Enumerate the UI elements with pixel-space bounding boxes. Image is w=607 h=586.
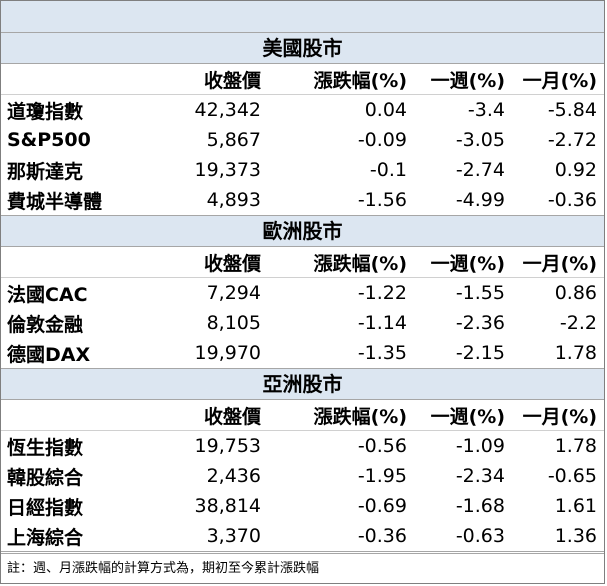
- month-value: -0.36: [547, 189, 597, 211]
- month-value: -2.72: [547, 129, 597, 151]
- month-value: 1.61: [554, 495, 597, 517]
- close-value: 3,370: [206, 525, 261, 547]
- change-value: -0.09: [357, 129, 407, 151]
- index-name: 恆生指數: [7, 436, 84, 459]
- month-value: -5.84: [547, 99, 597, 121]
- change-value: -0.36: [357, 525, 407, 547]
- month-value: -0.65: [547, 465, 597, 487]
- change-value: -1.14: [357, 312, 407, 334]
- week-value: -2.36: [455, 312, 505, 334]
- close-value: 38,814: [194, 495, 261, 517]
- table-row: 法國CAC 7,294 -1.22 -1.55 0.86: [1, 278, 604, 308]
- table-row: 道瓊指數 42,342 0.04 -3.4 -5.84: [1, 95, 604, 125]
- change-value: -1.35: [357, 342, 407, 364]
- week-value: -1.55: [455, 282, 505, 304]
- header-week: 一週(%): [430, 69, 505, 92]
- header-row: 收盤價 漲跌幅(%) 一週(%) 一月(%): [1, 64, 604, 95]
- week-value: -4.99: [455, 189, 505, 211]
- month-value: 0.86: [554, 282, 597, 304]
- change-value: -1.22: [357, 282, 407, 304]
- table-row: 韓股綜合 2,436 -1.95 -2.34 -0.65: [1, 461, 604, 491]
- table-top-band: [1, 1, 604, 33]
- change-value: -0.1: [369, 159, 407, 181]
- header-week: 一週(%): [430, 405, 505, 428]
- week-value: -3.05: [455, 129, 505, 151]
- index-name: 法國CAC: [7, 283, 88, 306]
- month-value: 1.78: [554, 342, 597, 364]
- index-name: S&P500: [7, 129, 91, 151]
- header-week: 一週(%): [430, 252, 505, 275]
- month-value: 1.78: [554, 435, 597, 457]
- week-value: -2.34: [455, 465, 505, 487]
- header-change: 漲跌幅(%): [313, 252, 407, 275]
- table-row: 上海綜合 3,370 -0.36 -0.63 1.36: [1, 521, 604, 552]
- month-value: -2.2: [559, 312, 597, 334]
- change-value: 0.04: [364, 99, 407, 121]
- change-value: -1.95: [357, 465, 407, 487]
- table-row: 費城半導體 4,893 -1.56 -4.99 -0.36: [1, 185, 604, 216]
- month-value: 0.92: [554, 159, 597, 181]
- header-month: 一月(%): [522, 405, 597, 428]
- index-name: 韓股綜合: [7, 466, 84, 489]
- footnote: 註：週、月漲跌幅的計算方式為，期初至今累計漲跌幅: [1, 553, 604, 583]
- week-value: -1.09: [455, 435, 505, 457]
- change-value: -0.56: [357, 435, 407, 457]
- change-value: -0.69: [357, 495, 407, 517]
- close-value: 19,373: [194, 159, 261, 181]
- index-name: 道瓊指數: [7, 100, 84, 123]
- change-value: -1.56: [357, 189, 407, 211]
- header-row: 收盤價 漲跌幅(%) 一週(%) 一月(%): [1, 400, 604, 431]
- index-name: 上海綜合: [7, 526, 84, 549]
- header-close: 收盤價: [203, 405, 261, 428]
- table-row: 倫敦金融 8,105 -1.14 -2.36 -2.2: [1, 308, 604, 338]
- month-value: 1.36: [554, 525, 597, 547]
- section-title-europe: 歐洲股市: [1, 216, 604, 247]
- index-name: 日經指數: [7, 496, 84, 519]
- header-month: 一月(%): [522, 69, 597, 92]
- header-change: 漲跌幅(%): [313, 405, 407, 428]
- week-value: -3.4: [467, 99, 505, 121]
- header-close: 收盤價: [203, 252, 261, 275]
- section-title-us: 美國股市: [1, 33, 604, 64]
- close-value: 5,867: [206, 129, 261, 151]
- header-change: 漲跌幅(%): [313, 69, 407, 92]
- close-value: 4,893: [206, 189, 261, 211]
- table-row: S&P500 5,867 -0.09 -3.05 -2.72: [1, 125, 604, 155]
- close-value: 2,436: [206, 465, 261, 487]
- table-row: 恆生指數 19,753 -0.56 -1.09 1.78: [1, 431, 604, 461]
- week-value: -2.74: [455, 159, 505, 181]
- index-name: 德國DAX: [7, 343, 91, 366]
- header-row: 收盤價 漲跌幅(%) 一週(%) 一月(%): [1, 247, 604, 278]
- week-value: -1.68: [455, 495, 505, 517]
- week-value: -0.63: [455, 525, 505, 547]
- table-row: 日經指數 38,814 -0.69 -1.68 1.61: [1, 491, 604, 521]
- close-value: 42,342: [194, 99, 261, 121]
- close-value: 19,970: [194, 342, 261, 364]
- close-value: 8,105: [206, 312, 261, 334]
- index-name: 費城半導體: [7, 190, 103, 213]
- header-close: 收盤價: [203, 69, 261, 92]
- table-row: 那斯達克 19,373 -0.1 -2.74 0.92: [1, 155, 604, 185]
- section-title-asia: 亞洲股市: [1, 369, 604, 400]
- header-month: 一月(%): [522, 252, 597, 275]
- index-name: 倫敦金融: [7, 313, 84, 336]
- table-row: 德國DAX 19,970 -1.35 -2.15 1.78: [1, 338, 604, 369]
- close-value: 19,753: [194, 435, 261, 457]
- close-value: 7,294: [206, 282, 261, 304]
- index-name: 那斯達克: [7, 160, 84, 183]
- week-value: -2.15: [455, 342, 505, 364]
